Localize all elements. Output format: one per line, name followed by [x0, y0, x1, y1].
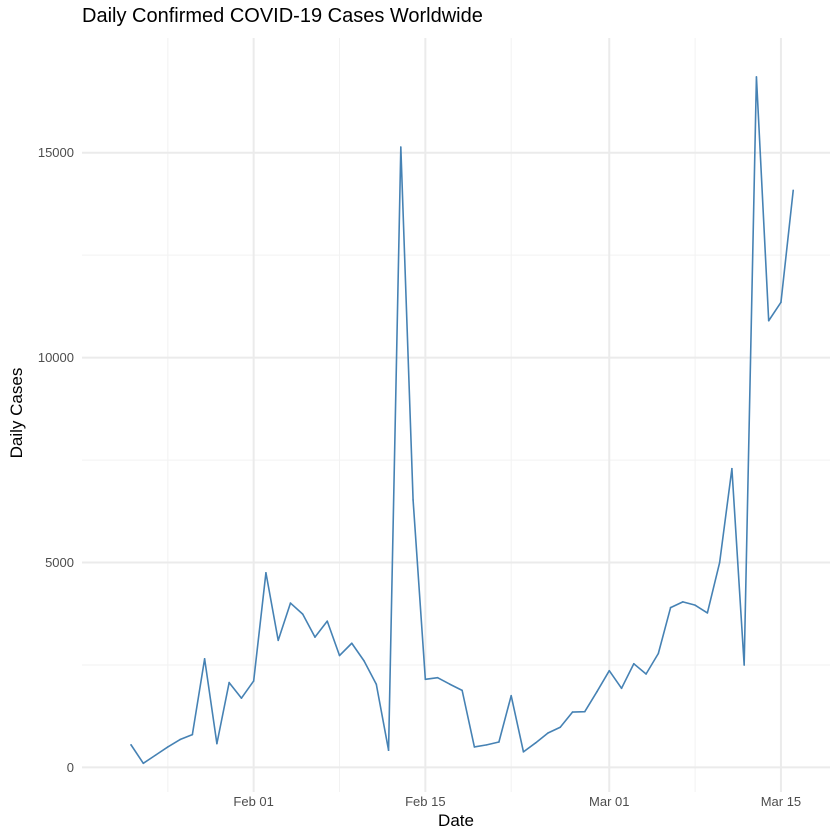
data-point	[240, 697, 243, 699]
data-point	[301, 613, 304, 615]
data-point	[608, 669, 611, 672]
data-point	[682, 601, 684, 603]
data-point	[694, 604, 696, 606]
data-point	[485, 744, 488, 746]
data-point	[559, 726, 562, 729]
data-point	[203, 658, 206, 660]
data-point	[620, 687, 623, 690]
x-axis-label: Date	[438, 811, 474, 830]
data-point	[510, 694, 512, 697]
data-point	[363, 660, 365, 662]
data-point	[657, 652, 660, 655]
y-axis-tick-labels: 0 5000 10000 15000	[38, 145, 74, 775]
data-point	[436, 676, 439, 679]
series-line	[130, 76, 795, 765]
data-point	[400, 146, 402, 148]
data-point	[669, 606, 672, 609]
data-point	[228, 681, 230, 684]
data-point	[167, 746, 169, 748]
data-point	[522, 751, 525, 753]
data-point	[216, 742, 218, 745]
data-point	[645, 673, 647, 675]
data-point	[449, 683, 451, 686]
data-point	[473, 746, 476, 748]
y-axis-label: Daily Cases	[7, 367, 26, 459]
data-point	[338, 654, 341, 657]
data-point	[633, 662, 635, 665]
data-point	[326, 620, 329, 622]
data-point	[314, 636, 316, 638]
data-point	[767, 319, 770, 322]
data-point	[571, 711, 574, 713]
x-tick-label: Mar 01	[589, 794, 629, 809]
minor-gridlines	[82, 38, 830, 792]
data-point	[191, 733, 194, 736]
data-point	[289, 602, 292, 604]
y-tick-label: 15000	[38, 145, 74, 160]
data-point	[461, 689, 463, 692]
data-point	[547, 732, 549, 734]
y-tick-label: 0	[67, 760, 74, 775]
data-point	[277, 639, 279, 642]
series-group	[130, 76, 795, 765]
data-point	[154, 754, 157, 756]
data-point	[792, 189, 795, 192]
data-point	[350, 642, 353, 645]
major-gridlines	[82, 38, 830, 792]
y-tick-label: 10000	[38, 350, 74, 365]
x-tick-label: Feb 15	[405, 794, 445, 809]
data-point	[706, 612, 709, 614]
data-point	[387, 749, 390, 752]
data-point	[718, 561, 721, 564]
x-axis-tick-labels: Feb 01 Feb 15 Mar 01 Mar 15	[233, 794, 801, 809]
data-point	[130, 744, 132, 746]
data-point	[412, 499, 414, 501]
data-point	[424, 678, 427, 681]
data-point	[265, 571, 267, 574]
data-point	[583, 710, 586, 713]
data-point	[252, 680, 255, 682]
y-tick-label: 5000	[45, 555, 74, 570]
data-point	[534, 742, 537, 744]
data-point	[179, 738, 181, 741]
x-tick-label: Feb 01	[233, 794, 273, 809]
chart-title: Daily Confirmed COVID-19 Cases Worldwide	[82, 5, 483, 27]
data-point	[755, 76, 758, 78]
data-point	[731, 467, 733, 470]
data-point	[498, 741, 500, 743]
data-point	[743, 664, 745, 666]
data-point	[375, 683, 378, 686]
x-tick-label: Mar 15	[761, 794, 801, 809]
data-point	[142, 762, 145, 765]
data-point	[596, 690, 598, 693]
data-point	[780, 301, 782, 304]
